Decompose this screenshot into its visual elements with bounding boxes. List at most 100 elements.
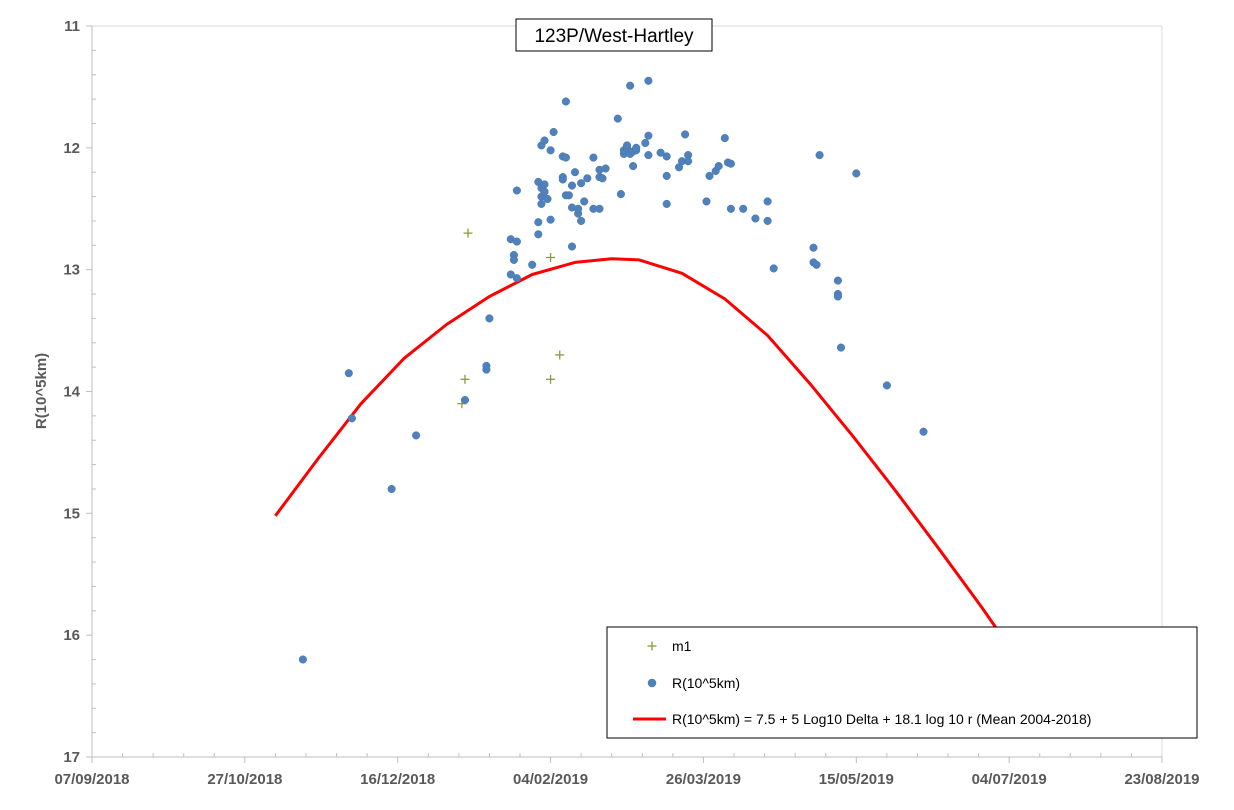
fit-curve-series [274, 257, 999, 630]
r-point [613, 114, 622, 123]
x-tick-label: 04/02/2019 [513, 771, 588, 788]
r-point [751, 214, 760, 223]
y-tick-label: 15 [63, 505, 80, 522]
r-point [763, 216, 772, 225]
r-point [720, 134, 729, 143]
r-point [561, 153, 570, 162]
r-point [714, 162, 723, 171]
m1-point [546, 374, 556, 384]
legend-label-m1: m1 [672, 638, 692, 654]
r-point [622, 141, 632, 150]
r-point [298, 655, 307, 664]
r-point [512, 274, 521, 283]
r-point [537, 199, 546, 208]
r-point [684, 157, 693, 166]
r-point [662, 152, 671, 161]
x-axis: 07/09/2018 27/10/2018 16/12/2018 04/02/2019… [54, 753, 1200, 788]
r-point [344, 369, 353, 378]
m1-point [460, 374, 470, 384]
x-tick-label: 07/09/2018 [54, 771, 129, 788]
r-point [616, 190, 625, 199]
r-point [812, 260, 821, 269]
y-axis: 11 12 13 14 15 16 17 [63, 18, 96, 766]
r-point [644, 131, 653, 140]
r-point [387, 484, 396, 494]
r-point [561, 97, 570, 106]
y-tick-label: 14 [63, 384, 80, 401]
r-point [662, 171, 671, 180]
r-point [641, 138, 650, 148]
legend-marker-r [647, 678, 657, 688]
x-tick-label: 16/12/2018 [360, 771, 435, 788]
r-point [595, 204, 604, 213]
y-tick-label: 17 [63, 749, 80, 766]
r-point [543, 194, 552, 204]
r-point [769, 264, 778, 273]
r-point [626, 81, 635, 90]
r-point [534, 218, 543, 227]
r-point [509, 255, 518, 264]
legend-box [606, 626, 1198, 739]
m1-point [463, 228, 473, 238]
m1-point [546, 252, 556, 262]
x-tick-label: 04/07/2019 [972, 771, 1047, 788]
r-point [549, 127, 558, 137]
r-point [546, 215, 555, 224]
r-point [540, 180, 549, 189]
r-point [601, 164, 610, 173]
chart-title: 123P/West-Hartley [534, 26, 694, 47]
r-point [815, 151, 824, 160]
r-point [577, 179, 586, 188]
r-point [726, 159, 735, 168]
x-tick-label: 27/10/2018 [207, 771, 282, 788]
r-point [485, 314, 494, 323]
r-point [574, 204, 583, 213]
x-tick-label: 15/05/2019 [819, 771, 894, 788]
r-point [739, 204, 748, 213]
r-point [512, 186, 521, 195]
r-point [347, 414, 356, 423]
r-point [836, 343, 846, 352]
chart-title-box: 123P/West-Hartley [515, 18, 713, 52]
r-point [702, 197, 711, 206]
r-point [460, 395, 470, 405]
r-point [583, 174, 592, 183]
r-point [506, 270, 515, 279]
r-point [644, 151, 653, 160]
r-point [632, 143, 641, 152]
r-point [833, 276, 842, 285]
r-point [512, 237, 521, 246]
r-point [852, 169, 861, 178]
r-point [763, 197, 772, 206]
y-tick-label: 16 [63, 627, 80, 644]
y-tick-label: 13 [63, 262, 80, 279]
r-point [833, 292, 842, 301]
r-point [577, 216, 586, 225]
r-point [589, 153, 598, 162]
y-axis-title: R(10^5km) [33, 353, 50, 429]
r-point [540, 187, 549, 196]
r-point [534, 230, 543, 239]
legend-marker-m1 [647, 641, 657, 651]
legend-entry-m1: m1 [647, 638, 692, 654]
r-point [567, 242, 577, 251]
legend-entry-r: R(10^5km) [647, 675, 740, 691]
r-point [482, 361, 491, 370]
legend-label-fit: R(10^5km) = 7.5 + 5 Log10 Delta + 18.1 l… [672, 711, 1091, 727]
legend-label-r: R(10^5km) [672, 675, 740, 691]
r-point [705, 171, 714, 180]
r-point [919, 427, 928, 436]
r-point [598, 174, 607, 183]
r-point [528, 260, 537, 269]
r-point [809, 243, 818, 252]
r-point [564, 191, 573, 200]
fit-curve-line [274, 257, 999, 630]
r-point [644, 76, 653, 85]
r-point [726, 204, 735, 213]
legend: m1 R(10^5km) R(10^5km) = 7.5 + 5 Log10 D… [606, 626, 1198, 739]
r-point [567, 181, 577, 190]
r-point [546, 146, 555, 155]
r-point [662, 199, 671, 208]
r-point [681, 130, 690, 139]
